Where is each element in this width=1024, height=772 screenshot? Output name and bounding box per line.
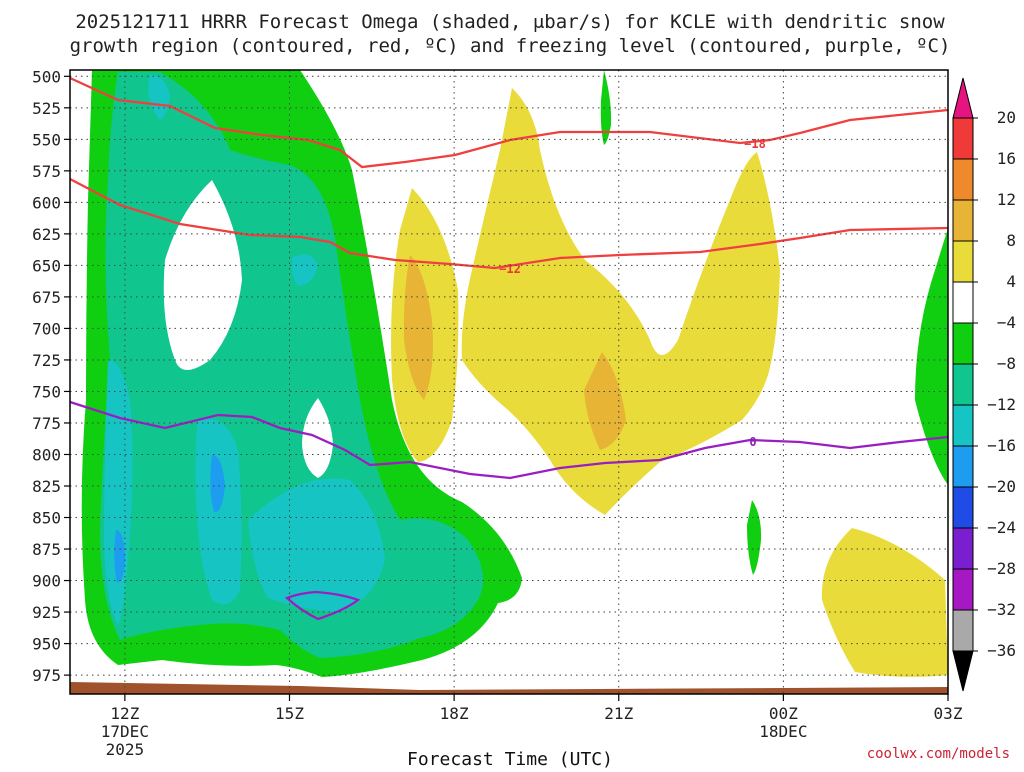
core-upward-motion-shading — [148, 75, 170, 120]
colorbar-level-label: 8 — [1006, 231, 1016, 250]
colorbar-level-label: −24 — [987, 518, 1016, 537]
contour-label-zero: 0 — [749, 435, 756, 449]
colorbar-level-label: −12 — [987, 395, 1016, 414]
max-upward-motion-shading — [210, 455, 225, 513]
contour-label-minus-18: −18 — [744, 137, 766, 151]
y-tick-label: 850 — [32, 509, 61, 528]
y-tick-label: 950 — [32, 635, 61, 654]
colorbar-level-label: −20 — [987, 477, 1016, 496]
y-tick-label: 875 — [32, 540, 61, 559]
x-tick-label: 00Z — [769, 704, 798, 723]
terrain-strip — [70, 682, 948, 694]
colorbar-segment — [952, 445, 974, 488]
isotherm-zero — [69, 400, 949, 480]
core-upward-motion-shading — [291, 254, 318, 286]
strong-downward-motion-shading — [403, 255, 433, 400]
core-upward-motion-shading — [195, 418, 242, 605]
colorbar-segment — [952, 486, 974, 529]
downward-motion-shading — [461, 88, 780, 515]
weak-omega-region — [163, 180, 242, 370]
y-tick-label: 525 — [32, 99, 61, 118]
colorbar-level-label: 12 — [997, 190, 1016, 209]
y-tick-label: 900 — [32, 572, 61, 591]
y-tick-label: 825 — [32, 477, 61, 496]
credit-text: coolwx.com/models — [867, 746, 1010, 762]
plot-frame — [69, 69, 949, 695]
upward-motion-shading — [600, 70, 612, 145]
colorbar-level-label: −4 — [997, 313, 1016, 332]
colorbar-segment — [952, 281, 974, 324]
colorbar-level-label: −8 — [997, 354, 1016, 373]
x-tick-label: 18Z — [440, 704, 469, 723]
y-tick-label: 975 — [32, 666, 61, 685]
y-tick-label: 775 — [32, 414, 61, 433]
upward-motion-shading — [915, 228, 948, 485]
colorbar-level-label: −36 — [987, 641, 1016, 660]
colorbar-segment — [952, 404, 974, 447]
x-tick-label: 12Z — [110, 704, 139, 723]
plot-area: −18 −12 0 — [69, 69, 949, 695]
colorbar-segment — [952, 609, 974, 652]
colorbar-segment — [952, 117, 974, 160]
upward-motion-shading — [747, 500, 762, 575]
y-tick-label: 800 — [32, 445, 61, 464]
isotherm-zero-closed — [284, 590, 361, 621]
colorbar-top-arrow — [952, 77, 974, 119]
colorbar-bottom-arrow — [952, 650, 974, 692]
y-tick-label: 650 — [32, 256, 61, 275]
x-tick-date-label: 17DEC — [101, 722, 149, 741]
y-tick-label: 700 — [32, 319, 61, 338]
y-tick-label: 925 — [32, 603, 61, 622]
y-tick-label: 750 — [32, 382, 61, 401]
isotherm-minus-12 — [69, 177, 949, 270]
title-line-2: growth region (contoured, red, ºC) and f… — [70, 35, 951, 57]
chart-title: 2025121711 HRRR Forecast Omega (shaded, … — [70, 11, 951, 57]
grid-lines — [70, 70, 949, 694]
colorbar-segment — [952, 322, 974, 365]
downward-motion-shading — [821, 528, 948, 677]
x-tick-date-label: 18DEC — [759, 722, 807, 741]
y-tick-label: 625 — [32, 225, 61, 244]
strong-downward-motion-shading — [584, 352, 626, 450]
y-tick-label: 550 — [32, 130, 61, 149]
colorbar-segment — [952, 240, 974, 283]
x-tick-label: 21Z — [604, 704, 633, 723]
core-upward-motion-shading — [248, 478, 385, 612]
colorbar-level-label: −28 — [987, 559, 1016, 578]
y-tick-label: 725 — [32, 351, 61, 370]
colorbar-segment — [952, 527, 974, 570]
colorbar: 20 16 12 8 4 −4 −8 −12 −16 −20 −24 −28 −32 −36 — [952, 77, 1016, 692]
core-upward-motion-shading — [104, 360, 133, 625]
max-upward-motion-shading — [114, 530, 125, 583]
colorbar-level-label: −16 — [987, 436, 1016, 455]
colorbar-level-label: −32 — [987, 600, 1016, 619]
y-tick-label: 675 — [32, 288, 61, 307]
colorbar-segment — [952, 199, 974, 242]
y-tick-label: 575 — [32, 162, 61, 181]
colorbar-segment — [952, 363, 974, 406]
y-tick-label: 600 — [32, 193, 61, 212]
x-axis-title: Forecast Time (UTC) — [407, 749, 613, 768]
colorbar-level-label: 4 — [1006, 272, 1016, 291]
colorbar-segment — [952, 158, 974, 201]
y-axis: 500 525 550 575 600 625 650 675 700 725 750 775 800 8… — [32, 67, 70, 685]
x-tick-label: 15Z — [275, 704, 304, 723]
y-tick-label: 500 — [32, 67, 61, 86]
x-tick-label: 03Z — [934, 704, 963, 723]
colorbar-level-label: 16 — [997, 149, 1016, 168]
colorbar-level-label: 20 — [997, 108, 1016, 127]
x-tick-date-label: 2025 — [106, 740, 145, 759]
colorbar-segment — [952, 568, 974, 611]
title-line-1: 2025121711 HRRR Forecast Omega (shaded, … — [75, 11, 945, 33]
contour-label-minus-12: −12 — [499, 262, 521, 276]
